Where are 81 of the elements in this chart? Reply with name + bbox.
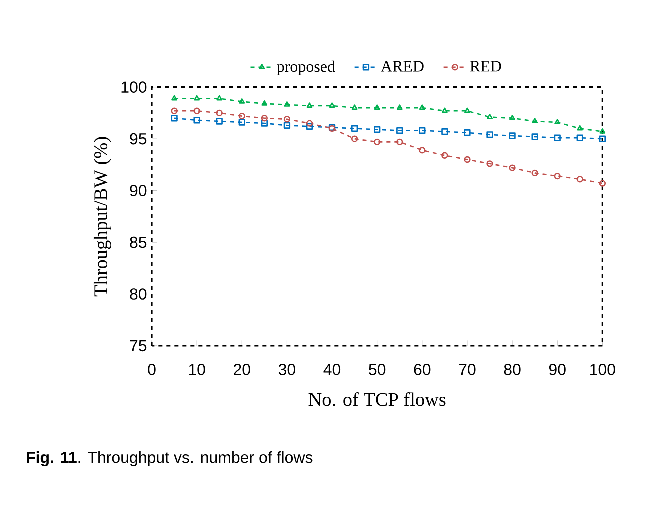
x-tick-label: 30 bbox=[278, 364, 296, 376]
x-tick-label: 50 bbox=[369, 364, 386, 376]
x-tick-label: 80 bbox=[504, 364, 521, 376]
y-tick-label: 85 bbox=[130, 236, 147, 248]
point bbox=[374, 138, 381, 146]
x-tick-label: 100 bbox=[590, 364, 616, 376]
point bbox=[284, 116, 291, 123]
point bbox=[510, 115, 516, 120]
point bbox=[351, 136, 358, 142]
legend-label: proposed bbox=[277, 60, 336, 76]
point bbox=[261, 120, 268, 127]
x-tick-label: 70 bbox=[459, 364, 476, 376]
point bbox=[532, 118, 538, 124]
point bbox=[442, 108, 448, 114]
point bbox=[216, 95, 223, 101]
point bbox=[306, 123, 314, 130]
point bbox=[374, 126, 381, 134]
point bbox=[577, 125, 584, 131]
point bbox=[554, 172, 561, 180]
point bbox=[171, 108, 178, 114]
x-tick-label: 60 bbox=[414, 364, 431, 376]
point bbox=[171, 115, 178, 122]
x-axis-title: No. of TCP flows bbox=[308, 392, 446, 406]
point bbox=[576, 134, 584, 142]
point bbox=[216, 110, 223, 117]
point bbox=[216, 118, 223, 125]
legend-label: ARED bbox=[381, 61, 424, 72]
point bbox=[554, 134, 561, 142]
y-tick-label: 80 bbox=[130, 288, 147, 300]
point bbox=[464, 108, 470, 114]
point bbox=[396, 138, 404, 146]
y-tick-label: 90 bbox=[130, 185, 147, 196]
point bbox=[576, 176, 584, 183]
point bbox=[194, 95, 200, 101]
point bbox=[487, 114, 493, 120]
point bbox=[464, 130, 471, 136]
point bbox=[194, 117, 200, 124]
point bbox=[419, 127, 426, 134]
point bbox=[532, 134, 538, 140]
legend-label: RED bbox=[470, 61, 502, 72]
y-tick-label: 95 bbox=[130, 133, 147, 145]
point bbox=[238, 119, 246, 126]
point bbox=[509, 132, 516, 140]
point bbox=[442, 152, 448, 159]
point bbox=[600, 128, 606, 134]
point bbox=[194, 108, 200, 114]
point bbox=[238, 112, 246, 120]
point bbox=[329, 102, 336, 108]
point bbox=[239, 98, 246, 104]
point bbox=[374, 104, 380, 110]
point bbox=[486, 132, 494, 138]
point bbox=[486, 160, 494, 168]
point bbox=[306, 102, 313, 108]
point bbox=[261, 115, 268, 122]
y-tick-label: 100 bbox=[122, 82, 147, 93]
point bbox=[284, 102, 290, 107]
point bbox=[172, 95, 178, 101]
point bbox=[532, 170, 538, 177]
x-tick-label: 40 bbox=[324, 364, 341, 376]
point bbox=[599, 180, 606, 187]
point bbox=[419, 104, 426, 110]
y-tick-label: 75 bbox=[130, 340, 147, 352]
x-tick-label: 10 bbox=[189, 364, 206, 376]
point bbox=[351, 125, 358, 132]
point bbox=[442, 128, 448, 136]
x-tick-label: 90 bbox=[549, 364, 566, 376]
point bbox=[352, 104, 358, 110]
point bbox=[554, 119, 561, 125]
x-tick-label: 0 bbox=[148, 364, 156, 376]
point bbox=[262, 100, 268, 106]
x-tick-label: 20 bbox=[234, 364, 250, 376]
point bbox=[509, 164, 516, 172]
point bbox=[396, 104, 403, 110]
y-axis-title: Throughput/BW (%) bbox=[94, 137, 112, 297]
point bbox=[599, 136, 606, 142]
point bbox=[306, 120, 314, 127]
point bbox=[284, 122, 291, 129]
point bbox=[396, 127, 404, 134]
point bbox=[464, 156, 471, 164]
point bbox=[419, 147, 426, 154]
text: Fig. 11. Throughput vs. number of flows bbox=[27, 452, 313, 466]
